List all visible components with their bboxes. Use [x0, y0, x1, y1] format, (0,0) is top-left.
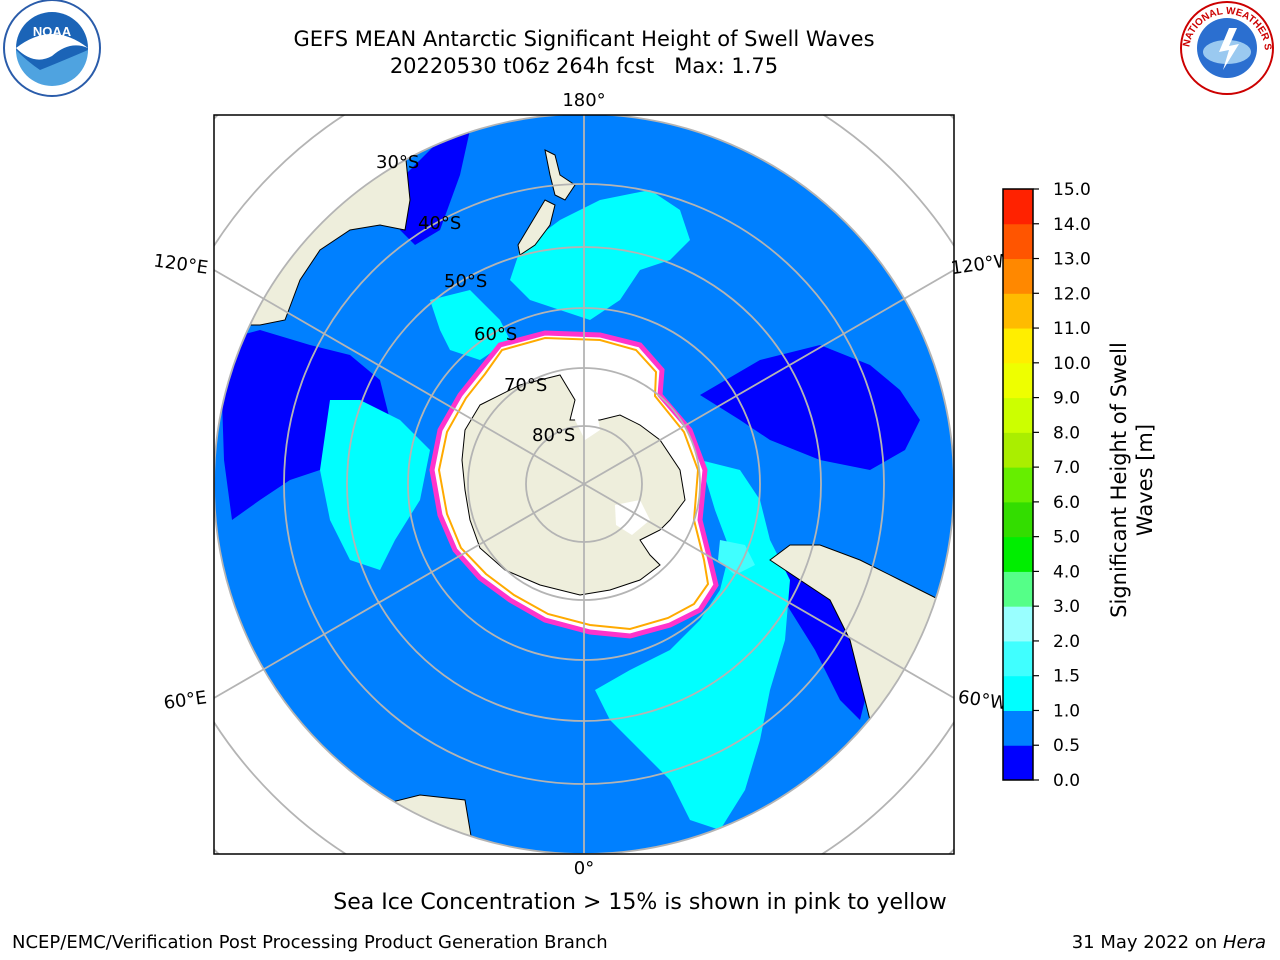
date-line: 31 May 2022 on Hera — [1072, 932, 1266, 953]
colorbar-tick-label: 3.0 — [1053, 597, 1080, 617]
sea-ice-edge-yellow — [437, 336, 710, 631]
low-swell-area-australia — [400, 130, 470, 245]
colorbar-segment — [1003, 397, 1033, 433]
colorbar-tick-label: 2.0 — [1053, 632, 1080, 652]
colorbar-tick-label: 11.0 — [1053, 319, 1091, 339]
map-subtitle: 20220530 t06z 264h fcst Max: 1.75 — [389, 54, 779, 78]
low-swell-area-east — [700, 345, 920, 470]
colorbar-tick-label: 15.0 — [1053, 180, 1091, 200]
lat-label-40s: 40°S — [418, 213, 461, 234]
colorbar-segment — [1003, 745, 1033, 781]
colorbar-tick-label: 8.0 — [1053, 423, 1080, 443]
colorbar-segment — [1003, 432, 1033, 468]
low-swell-area-west — [222, 330, 390, 520]
colorbar-segment — [1003, 606, 1033, 642]
date-text: 31 May 2022 on — [1071, 932, 1223, 953]
colorbar-tick-label: 9.0 — [1053, 389, 1080, 409]
ross-sea — [575, 400, 600, 440]
colorbar-segment — [1003, 223, 1033, 260]
colorbar-tick-label: 6.0 — [1053, 493, 1080, 513]
colorbar-tick-label: 1.5 — [1053, 667, 1080, 687]
svg-text:NOAA: NOAA — [33, 24, 72, 39]
colorbar-segment — [1003, 328, 1033, 364]
national-weather-service-logo: NATIONAL WEATHER SERVICE — [1175, 0, 1274, 95]
machine-name: Hera — [1222, 932, 1266, 953]
colorbar-segment — [1003, 293, 1033, 329]
high-swell-area-southern — [430, 290, 510, 360]
sea-ice-note: Sea Ice Concentration > 15% is shown in … — [333, 890, 947, 915]
colorbar-label: Significant Height of Swell Waves [m] — [1107, 342, 1157, 618]
colorbar-segment — [1003, 536, 1033, 572]
lat-label-30s: 30°S — [376, 152, 419, 173]
colorbar-segment — [1003, 710, 1033, 746]
lat-label-80s: 80°S — [532, 425, 575, 446]
map-title: GEFS MEAN Antarctic Significant Height o… — [293, 27, 875, 51]
lon-label-0: 0° — [574, 858, 594, 879]
lon-label-180: 180° — [562, 90, 605, 111]
colorbar-segment — [1003, 675, 1033, 711]
lat-label-70s: 70°S — [504, 375, 547, 396]
colorbar-tick-label: 5.0 — [1053, 528, 1080, 548]
noaa-logo: NOAA — [3, 0, 101, 97]
new-zealand-south-island — [517, 199, 556, 256]
colorbar-segment — [1003, 258, 1033, 294]
lat-label-50s: 50°S — [444, 271, 487, 292]
colorbar-segment — [1003, 501, 1033, 538]
colorbar-segment — [1003, 189, 1033, 225]
colorbar-segment — [1003, 640, 1033, 677]
colorbar-tick-label: 4.0 — [1053, 562, 1080, 582]
colorbar-frame — [1002, 188, 1034, 781]
colorbar-tick-label: 12.0 — [1053, 284, 1091, 304]
colorbar-tick-label: 7.0 — [1053, 458, 1080, 478]
credit-line: NCEP/EMC/Verification Post Processing Pr… — [12, 932, 608, 953]
meridian-lines — [214, 115, 954, 854]
colorbar-tick-label: 0.0 — [1053, 771, 1080, 791]
colorbar-tick-label: 13.0 — [1053, 250, 1091, 270]
colorbar-segment — [1003, 362, 1033, 399]
new-zealand-north-island — [544, 149, 576, 201]
colorbar-segment — [1003, 467, 1033, 503]
high-swell-area-pacific — [510, 190, 690, 320]
colorbar-tick-label: 14.0 — [1053, 215, 1091, 235]
map-frame — [213, 114, 955, 855]
lat-label-60s: 60°S — [474, 324, 517, 345]
colorbar-segment — [1003, 571, 1033, 607]
colorbar-tick-label: 10.0 — [1053, 354, 1091, 374]
colorbar-tick-label: 0.5 — [1053, 736, 1080, 756]
colorbar-tick-label: 1.0 — [1053, 701, 1080, 721]
high-swell-area-indian — [320, 400, 430, 570]
